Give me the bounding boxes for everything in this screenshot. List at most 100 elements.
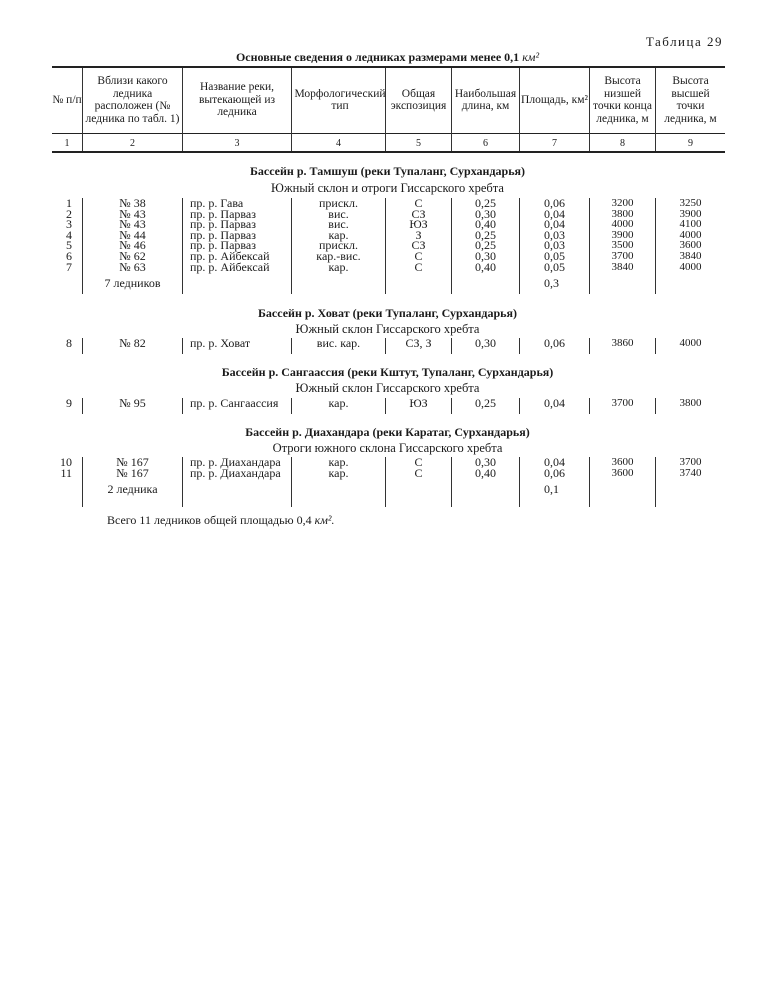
exposure: СЗ, З (405, 336, 432, 350)
table-row: 3 № 43 пр. р. Парваз вис. ЮЗ 0,40 0,04 4000 4100 (0, 217, 775, 232)
morph-type: вис. (328, 206, 349, 221)
column-divider (82, 198, 83, 294)
table-row: 6 № 62 пр. р. Айбексай кар.-вис. С 0,30 0,05 37… (0, 248, 775, 263)
morph-type: прискл. (319, 238, 358, 253)
column-divider (519, 68, 520, 151)
column-divider (182, 398, 183, 414)
header-col-7: Площадь, км² (521, 93, 588, 106)
river-name: пр. р. Айбексай (190, 248, 270, 263)
exposure: С (414, 259, 423, 274)
column-divider (385, 457, 386, 507)
exposure: С (414, 465, 423, 480)
row-number: 8 (66, 336, 72, 350)
exposure: СЗ (411, 206, 426, 221)
river-name: пр. р. Айбексай (190, 259, 270, 274)
column-divider (385, 398, 386, 414)
column-divider (589, 338, 590, 354)
section-block-4: 10 № 167 пр. р. Диахандара кар. С 0,30 0,04 360… (0, 455, 775, 507)
area: 0,03 (544, 227, 565, 242)
area: 0,06 (544, 336, 565, 350)
nearby-glacier: № 167 (116, 455, 149, 469)
nearby-glacier: № 95 (119, 396, 146, 410)
table-row: 9 № 95 пр. р. Сангаассия кар. ЮЗ 0,25 0,04 3700… (0, 396, 775, 410)
column-divider (291, 68, 292, 151)
header-bottom-rule (52, 133, 725, 134)
row-number: 11 (60, 465, 72, 480)
river-name: пр. р. Парваз (190, 206, 256, 221)
section-title: Бассейн р. Ховат (реки Тупаланг, Сурханд… (258, 306, 517, 320)
header-col-3: Название реки, вытекающей из ледника (198, 81, 276, 119)
highest-point: 3740 (679, 466, 702, 479)
column-divider (655, 457, 656, 507)
section-subtitle: Южный склон Гиссарского хребта (295, 322, 480, 336)
area: 0,05 (544, 259, 565, 274)
highest-point: 3840 (679, 249, 702, 262)
total-row: 2 ледника 0,1 (0, 482, 775, 498)
section-title: Бассейн р. Тамшуш (реки Тупаланг, Сурхан… (249, 164, 526, 178)
table-row: 10 № 167 пр. р. Диахандара кар. С 0,30 0,04 360… (0, 455, 775, 469)
max-length: 0,30 (475, 206, 496, 221)
highest-point: 4000 (679, 228, 702, 241)
column-number-2: 2 (130, 138, 135, 149)
exposure: С (414, 455, 423, 469)
max-length: 0,40 (475, 259, 496, 274)
river-name: пр. р. Парваз (190, 227, 256, 242)
column-divider (589, 457, 590, 507)
column-number-5: 5 (416, 138, 421, 149)
header-col-9: Высота высшей точки ледника, м (664, 75, 717, 125)
river-name: пр. р. Ховат (190, 336, 251, 350)
row-number: 5 (66, 238, 72, 253)
max-length: 0,30 (475, 455, 496, 469)
nearby-glacier: № 167 (116, 465, 149, 480)
highest-point: 3600 (679, 239, 702, 252)
column-divider (451, 198, 452, 294)
max-length: 0,30 (475, 336, 496, 350)
table-title-text: Основные сведения о ледниках размерами м… (235, 50, 520, 64)
table-row: 1 № 38 пр. р. Гава прискл. С 0,25 0,06 3200 3250 (0, 196, 775, 210)
morph-type: прискл. (319, 196, 358, 210)
column-divider (655, 68, 656, 151)
column-number-4: 4 (336, 138, 341, 149)
exposure: З (415, 227, 422, 242)
area: 0,04 (544, 217, 565, 232)
row-number: 7 (66, 259, 72, 274)
river-name: пр. р. Парваз (190, 217, 256, 232)
total-area: 0,1 (544, 482, 559, 497)
lowest-point: 3600 (611, 466, 634, 479)
exposure: С (414, 196, 423, 210)
column-number-1: 1 (64, 138, 70, 149)
river-name: пр. р. Сангаассия (190, 396, 279, 410)
highest-point: 3250 (679, 197, 702, 209)
column-divider (82, 338, 83, 354)
column-divider (291, 198, 292, 294)
row-number: 10 (60, 455, 72, 469)
morph-type: вис. кар. (316, 336, 361, 350)
row-number: 9 (66, 396, 72, 410)
highest-point: 3800 (679, 397, 702, 409)
nearby-glacier: № 38 (119, 196, 146, 210)
lowest-point: 3700 (611, 397, 634, 409)
numbers-bottom-rule (52, 151, 725, 153)
column-divider (182, 338, 183, 354)
highest-point: 4100 (679, 218, 702, 231)
lowest-point: 3800 (611, 207, 634, 220)
max-length: 0,40 (475, 217, 496, 232)
column-divider (655, 398, 656, 414)
river-name: пр. р. Диахандара (190, 455, 281, 469)
river-name: пр. р. Парваз (190, 238, 256, 253)
column-number-6: 6 (483, 138, 488, 149)
table-row: 8 № 82 пр. р. Ховат вис. кар. СЗ, З 0,30 0,06 3… (0, 336, 775, 350)
lowest-point: 3700 (611, 249, 634, 262)
highest-point: 3900 (679, 207, 702, 220)
column-number-9: 9 (688, 138, 693, 149)
column-divider (519, 338, 520, 354)
column-divider (589, 198, 590, 294)
table-row: 11 № 167 пр. р. Диахандара кар. С 0,40 0,06 360… (0, 465, 775, 480)
column-divider (385, 338, 386, 354)
nearby-glacier: № 63 (119, 259, 146, 274)
footer-unit: км². (314, 513, 335, 527)
column-divider (291, 457, 292, 507)
nearby-glacier: № 43 (119, 217, 146, 232)
area: 0,05 (544, 248, 565, 263)
